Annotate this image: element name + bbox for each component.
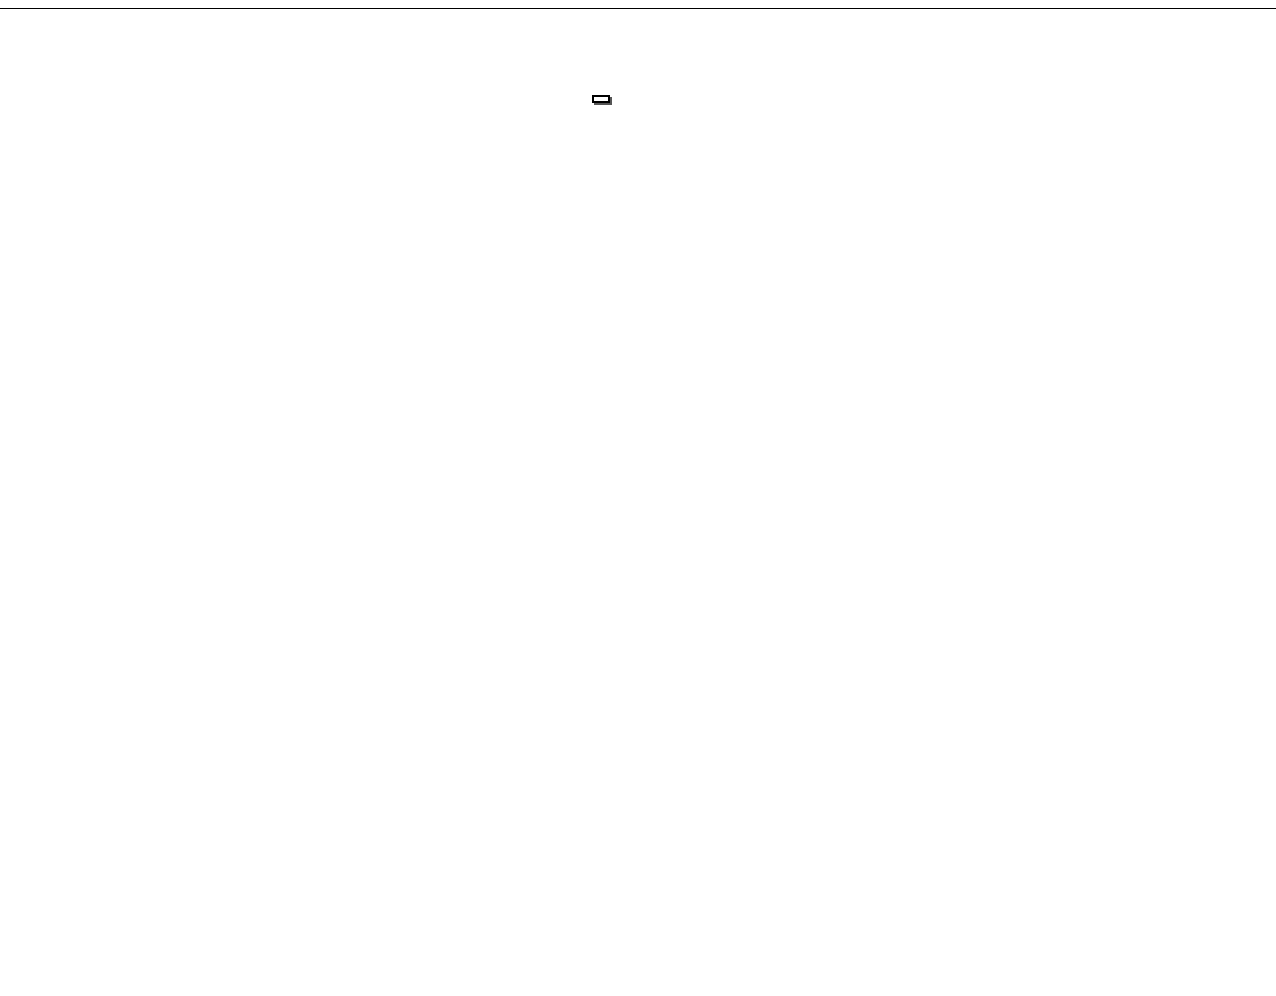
- legend: [592, 95, 610, 103]
- canvas-top-border: [0, 8, 1276, 9]
